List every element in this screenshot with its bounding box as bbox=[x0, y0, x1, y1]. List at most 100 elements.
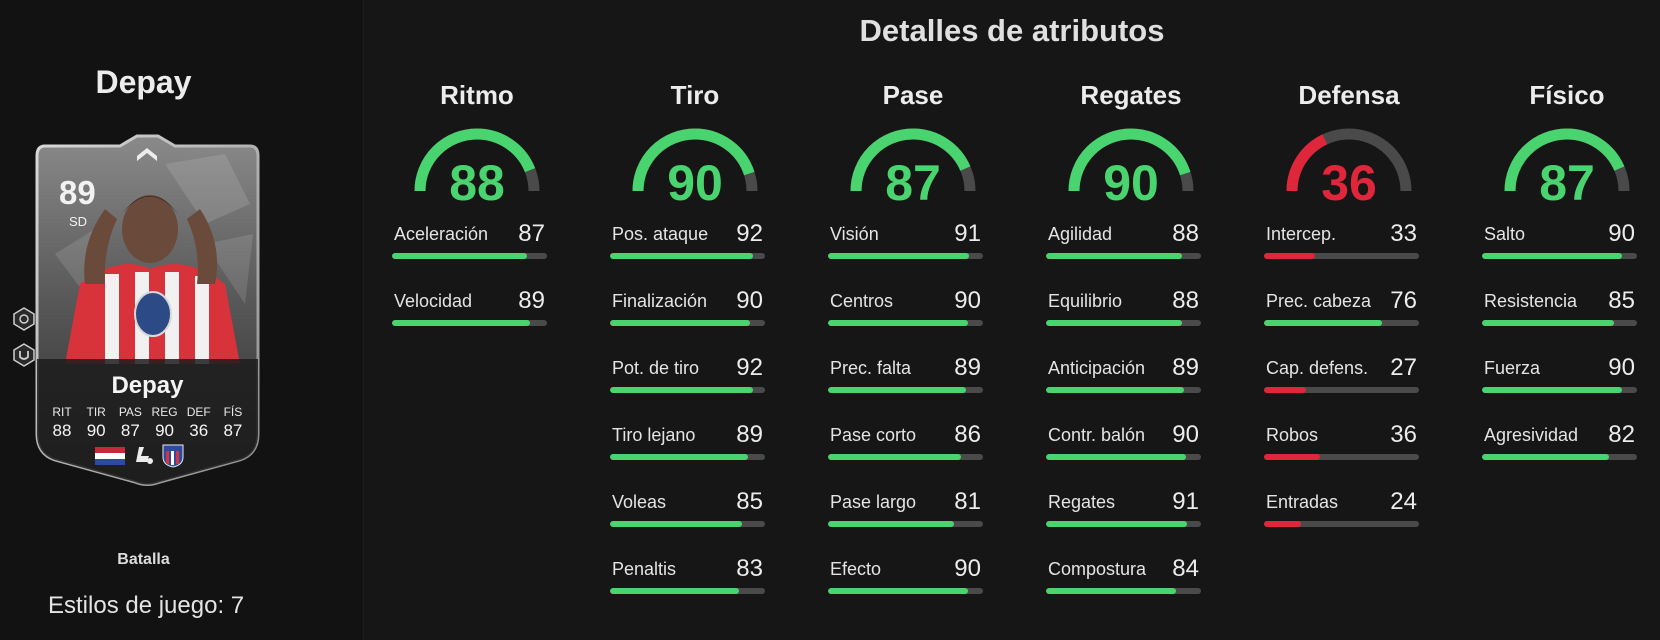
attribute-name: Contr. balón bbox=[1048, 425, 1146, 445]
attribute-bar bbox=[610, 253, 765, 259]
attribute-bar bbox=[1264, 454, 1419, 460]
attribute-row: Pos. ataque 92 bbox=[610, 220, 765, 264]
attribute-bar bbox=[610, 387, 765, 393]
attribute-bar-fill bbox=[1264, 320, 1382, 326]
attribute-name: Equilibrio bbox=[1048, 291, 1123, 311]
card-stat: PAS 87 bbox=[118, 405, 142, 440]
attribute-name: Compostura bbox=[1048, 559, 1147, 579]
attribute-value: 90 bbox=[1608, 354, 1635, 381]
attribute-name: Pase corto bbox=[830, 425, 917, 445]
player-card[interactable]: 89 SD Depay RIT 88 TIR 90 PAS 87 REG 90 DEF 3… bbox=[25, 134, 270, 491]
attribute-value: 91 bbox=[1172, 488, 1199, 515]
attribute-value: 84 bbox=[1172, 555, 1199, 582]
attribute-row: Prec. cabeza 76 bbox=[1264, 287, 1419, 331]
attribute-value: 33 bbox=[1390, 220, 1417, 247]
attribute-row: Efecto 90 bbox=[828, 555, 983, 599]
attribute-bar-fill bbox=[828, 253, 970, 259]
attribute-name: Prec. cabeza bbox=[1266, 291, 1372, 311]
attribute-row: Salto 90 bbox=[1482, 220, 1637, 264]
attribute-name: Cap. defens. bbox=[1266, 358, 1369, 378]
attribute-name: Centros bbox=[830, 291, 894, 311]
attribute-name: Entradas bbox=[1266, 492, 1339, 512]
attribute-row: Velocidad 89 bbox=[392, 287, 547, 331]
attribute-value: 90 bbox=[954, 555, 981, 582]
attribute-bar bbox=[392, 320, 547, 326]
playstyle-icon[interactable] bbox=[12, 343, 36, 367]
attribute-value: 89 bbox=[518, 287, 545, 314]
attribute-name: Resistencia bbox=[1484, 291, 1578, 311]
category-gauge: 90 bbox=[630, 124, 760, 211]
category-0: Ritmo 88 Aceleración 87 Velocidad 89 bbox=[392, 80, 562, 326]
attribute-value: 86 bbox=[954, 421, 981, 448]
playstyle-icon[interactable] bbox=[12, 307, 36, 331]
attribute-bar bbox=[610, 454, 765, 460]
gauge-fill bbox=[632, 128, 758, 192]
category-title: Regates bbox=[1080, 80, 1182, 110]
attribute-name: Regates bbox=[1048, 492, 1116, 512]
attribute-value: 90 bbox=[736, 287, 763, 314]
player-name: Depay bbox=[95, 64, 192, 100]
gauge-arc bbox=[632, 128, 758, 192]
attribute-name: Penaltis bbox=[612, 559, 677, 579]
category-gauge: 90 bbox=[1066, 124, 1196, 211]
category-value: 87 bbox=[885, 155, 941, 211]
attribute-bar bbox=[1264, 387, 1419, 393]
attribute-row: Penaltis 83 bbox=[610, 555, 765, 599]
attribute-name: Intercep. bbox=[1266, 224, 1337, 244]
attribute-bar-fill bbox=[610, 387, 753, 393]
attribute-row: Equilibrio 88 bbox=[1046, 287, 1201, 331]
attribute-bar bbox=[1264, 320, 1419, 326]
attribute-name: Anticipación bbox=[1048, 358, 1146, 378]
card-rating: 89 bbox=[59, 174, 96, 211]
attribute-name: Velocidad bbox=[394, 291, 473, 311]
category-title: Físico bbox=[1529, 80, 1605, 110]
attribute-row: Voleas 85 bbox=[610, 488, 765, 532]
attribute-bar bbox=[828, 387, 983, 393]
attribute-bar bbox=[1046, 588, 1201, 594]
attribute-bar bbox=[610, 588, 765, 594]
gauge-arc bbox=[414, 128, 540, 192]
attribute-value: 91 bbox=[954, 220, 981, 247]
category-gauge: 88 bbox=[412, 124, 542, 211]
attribute-row: Aceleración 87 bbox=[392, 220, 547, 264]
category-value: 90 bbox=[1103, 155, 1159, 211]
gauge-arc bbox=[1504, 128, 1630, 192]
category-value: 88 bbox=[449, 155, 505, 211]
attribute-value: 88 bbox=[1172, 220, 1199, 247]
attribute-value: 76 bbox=[1390, 287, 1417, 314]
category-2: Pase 87 Visión 91 Centros 90 Prec. falta 89 Pase… bbox=[828, 80, 998, 594]
card-stat: FÍS 87 bbox=[223, 405, 243, 440]
attribute-value: 90 bbox=[954, 287, 981, 314]
attribute-row: Finalización 90 bbox=[610, 287, 765, 331]
attribute-bar bbox=[1482, 454, 1637, 460]
netherlands-flag-icon bbox=[95, 447, 125, 465]
gauge-fill bbox=[414, 128, 540, 192]
attribute-row: Pase largo 81 bbox=[828, 488, 983, 532]
card-stat: TIR 90 bbox=[86, 405, 106, 440]
attribute-bar-fill bbox=[828, 521, 954, 527]
attribute-bar bbox=[828, 454, 983, 460]
gauge-arc bbox=[1068, 128, 1194, 192]
attribute-bar-fill bbox=[828, 387, 966, 393]
card-stats: RIT 88 TIR 90 PAS 87 REG 90 DEF 36 FÍS 87 bbox=[45, 405, 250, 441]
attribute-bar-fill bbox=[392, 253, 527, 259]
attribute-row: Contr. balón 90 bbox=[1046, 421, 1201, 465]
category-gauge: 36 bbox=[1284, 124, 1414, 211]
attribute-name: Tiro lejano bbox=[612, 425, 696, 445]
attribute-row: Regates 91 bbox=[1046, 488, 1201, 532]
attribute-row: Intercep. 33 bbox=[1264, 220, 1419, 264]
laliga-icon bbox=[136, 447, 153, 464]
attribute-value: 88 bbox=[1172, 287, 1199, 314]
attribute-bar bbox=[1046, 387, 1201, 393]
attribute-value: 36 bbox=[1390, 421, 1417, 448]
attribute-row: Centros 90 bbox=[828, 287, 983, 331]
attribute-value: 87 bbox=[518, 220, 545, 247]
attribute-value: 89 bbox=[736, 421, 763, 448]
card-stat: RIT 88 bbox=[52, 405, 72, 440]
attribute-name: Voleas bbox=[612, 492, 667, 512]
category-title: Defensa bbox=[1298, 80, 1400, 110]
attribute-bar bbox=[828, 253, 983, 259]
attribute-bar-fill bbox=[1046, 588, 1177, 594]
attribute-bar-fill bbox=[1264, 387, 1306, 393]
gauge-fill bbox=[1068, 128, 1194, 192]
